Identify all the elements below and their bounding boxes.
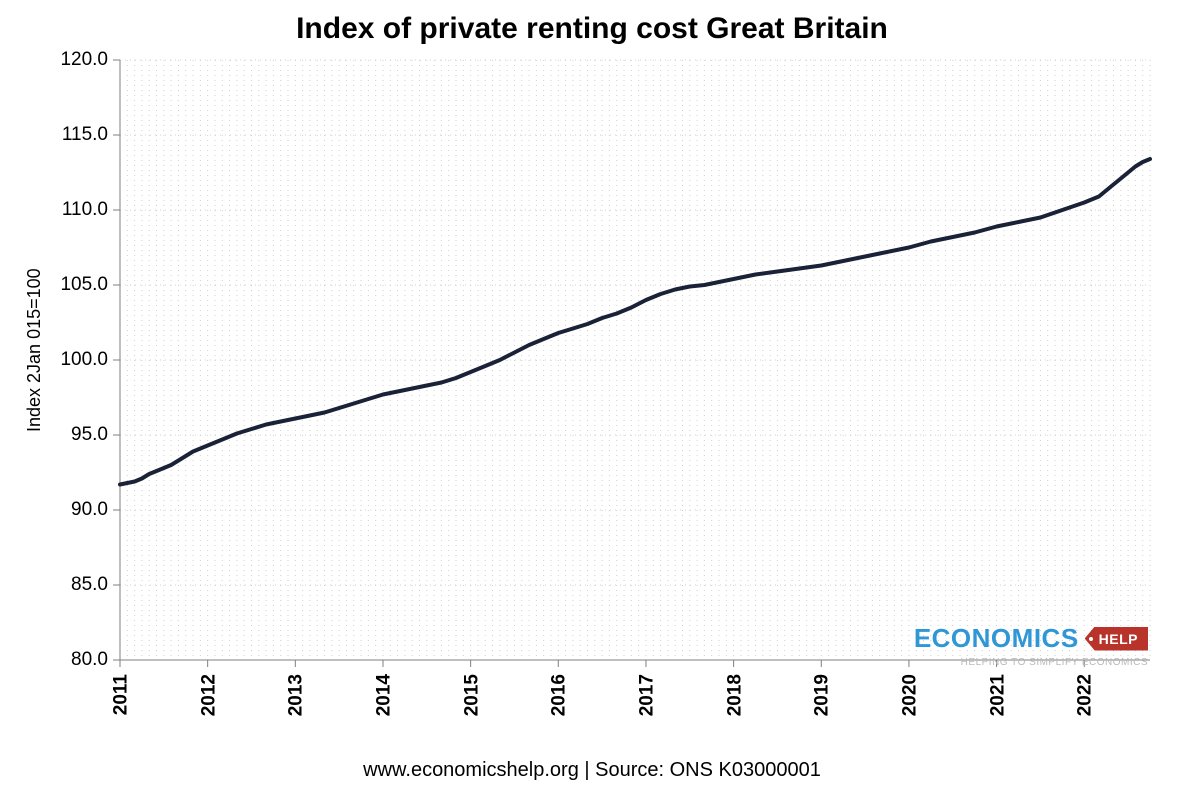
y-tick-label: 120.0 bbox=[0, 49, 108, 71]
x-tick-label: 2014 bbox=[373, 674, 395, 716]
x-tick-label: 2021 bbox=[987, 674, 1009, 716]
logo-subtitle: HELPING TO SIMPLIFY ECONOMICS bbox=[961, 657, 1148, 668]
y-tick-label: 110.0 bbox=[0, 199, 108, 221]
y-tick-label: 95.0 bbox=[0, 424, 108, 446]
x-tick-label: 2016 bbox=[549, 674, 571, 716]
y-tick-label: 105.0 bbox=[0, 274, 108, 296]
x-tick-label: 2011 bbox=[111, 674, 133, 715]
y-tick-label: 100.0 bbox=[0, 349, 108, 371]
y-tick-label: 90.0 bbox=[0, 499, 108, 521]
y-tick-label: 85.0 bbox=[0, 574, 108, 596]
chart-footer: www.economicshelp.org | Source: ONS K030… bbox=[0, 759, 1184, 782]
logo-tag: HELP bbox=[1085, 627, 1148, 651]
logo-primary: ECONOMICS bbox=[914, 623, 1079, 654]
x-tick-label: 2017 bbox=[636, 674, 658, 716]
y-tick-label: 80.0 bbox=[0, 649, 108, 671]
chart-container: Index of private renting cost Great Brit… bbox=[0, 0, 1184, 790]
x-tick-label: 2018 bbox=[724, 674, 746, 716]
x-tick-label: 2019 bbox=[812, 674, 834, 716]
chart-svg bbox=[0, 0, 1184, 790]
x-tick-label: 2015 bbox=[461, 674, 483, 716]
x-tick-label: 2012 bbox=[198, 674, 220, 716]
y-tick-label: 115.0 bbox=[0, 124, 108, 146]
logo: ECONOMICS HELP bbox=[914, 623, 1148, 654]
x-tick-label: 2020 bbox=[899, 674, 921, 716]
x-tick-label: 2022 bbox=[1075, 674, 1097, 716]
x-tick-label: 2013 bbox=[286, 674, 308, 716]
